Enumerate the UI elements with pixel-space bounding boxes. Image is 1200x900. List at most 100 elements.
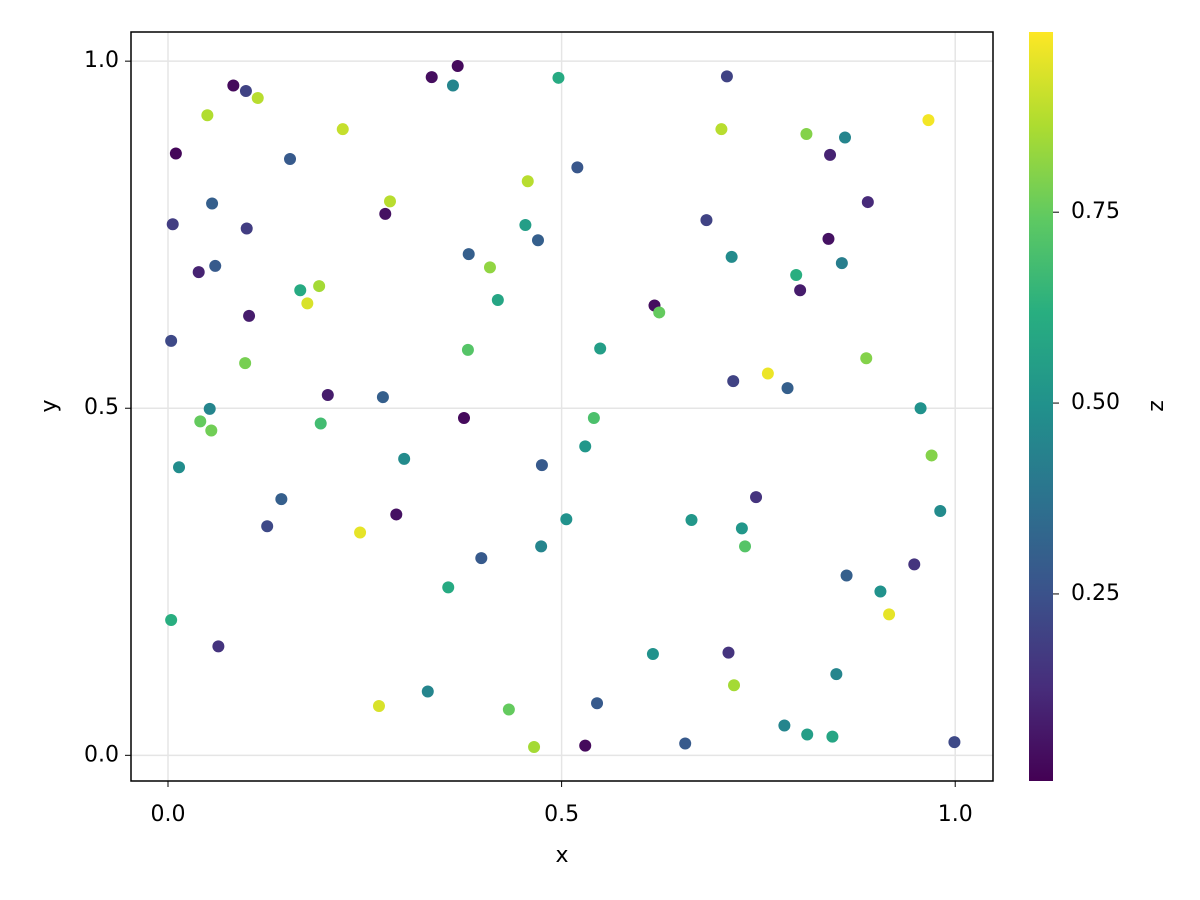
colorbar-tick-label: 0.50 <box>1071 390 1120 415</box>
x-tick-label: 0.0 <box>150 802 185 827</box>
scatter-point <box>778 719 791 732</box>
colorbar-tick-label: 0.75 <box>1071 199 1120 224</box>
scatter-point <box>535 459 548 472</box>
scatter-point <box>502 703 515 716</box>
scatter-point <box>201 109 214 122</box>
scatter-point <box>314 417 327 430</box>
scatter-point <box>560 513 573 526</box>
y-tick-label: 0.5 <box>84 395 119 420</box>
scatter-point <box>239 357 252 370</box>
scatter-point <box>781 382 794 395</box>
scatter-point <box>451 60 464 73</box>
x-axis-label: x <box>555 843 568 868</box>
scatter-point <box>794 284 807 297</box>
y-tick-label: 0.0 <box>84 742 119 767</box>
scatter-point <box>914 402 927 415</box>
scatter-point <box>750 491 763 504</box>
scatter-point <box>728 679 741 692</box>
scatter-point <box>166 218 179 231</box>
scatter-point <box>336 123 349 136</box>
scatter-point <box>275 493 288 506</box>
scatter-point <box>251 91 264 104</box>
scatter-point <box>790 268 803 281</box>
scatter-point <box>700 214 713 227</box>
scatter-point <box>679 737 692 750</box>
scatter-point <box>727 375 740 388</box>
scatter-point <box>839 131 852 144</box>
scatter-point <box>483 261 496 274</box>
scatter-point <box>321 389 334 402</box>
scatter-point <box>761 367 774 380</box>
scatter-point <box>243 309 256 322</box>
scatter-point <box>294 284 307 297</box>
scatter-point <box>227 79 240 92</box>
scatter-point <box>528 740 541 753</box>
scatter-point <box>354 526 367 539</box>
scatter-point <box>372 700 385 713</box>
scatter-point <box>192 266 205 279</box>
scatter-point <box>212 640 225 653</box>
scatter-point <box>835 257 848 270</box>
scatter-point <box>165 613 178 626</box>
scatter-point <box>475 552 488 565</box>
x-tick-label: 1.0 <box>938 802 973 827</box>
scatter-point <box>720 70 733 83</box>
scatter-point <box>194 415 207 428</box>
scatter-point <box>301 297 314 310</box>
scatter-point <box>908 558 921 571</box>
colorbar-tick-label: 0.25 <box>1071 581 1120 606</box>
scatter-point <box>169 147 182 160</box>
scatter-point <box>383 195 396 208</box>
y-axis-label: y <box>37 399 62 412</box>
scatter-point <box>442 581 455 594</box>
scatter-point <box>421 685 434 698</box>
scatter-point <box>205 424 218 437</box>
scatter-point <box>591 697 604 710</box>
x-tick-label: 0.5 <box>544 802 579 827</box>
scatter-point <box>552 71 565 84</box>
colorbar-label: z <box>1144 400 1169 412</box>
scatter-point <box>535 540 548 553</box>
scatter-point <box>531 234 544 247</box>
scatter-point <box>390 508 403 521</box>
scatter-point <box>461 343 474 356</box>
scatter-point <box>826 730 839 743</box>
scatter-point <box>685 513 698 526</box>
scatter-point <box>261 520 274 533</box>
scatter-point <box>800 128 813 141</box>
scatter-point <box>725 250 738 263</box>
scatter-point <box>948 736 961 749</box>
scatter-point <box>173 461 186 474</box>
plot-frame <box>130 31 994 782</box>
scatter-point <box>206 197 219 210</box>
scatter-point <box>922 114 935 127</box>
scatter-point <box>571 161 584 174</box>
scatter-point <box>830 668 843 681</box>
scatter-point <box>722 646 735 659</box>
scatter-point <box>313 280 326 293</box>
scatter-point <box>579 440 592 453</box>
scatter-point <box>594 342 607 355</box>
scatter-point <box>521 175 534 188</box>
scatter-point <box>165 334 178 347</box>
scatter-point <box>462 248 475 261</box>
scatter-point <box>883 608 896 621</box>
scatter-point <box>491 293 504 306</box>
scatter-point <box>861 196 874 209</box>
scatter-point <box>379 207 392 220</box>
scatter-point <box>446 79 459 92</box>
scatter-point <box>934 504 947 517</box>
scatter-point <box>925 449 938 462</box>
scatter-point <box>519 218 532 231</box>
scatter-point <box>824 148 837 161</box>
scatter-point <box>398 452 411 465</box>
scatter-point <box>376 391 389 404</box>
scatter-point <box>240 222 253 235</box>
y-tick-label: 1.0 <box>84 48 119 73</box>
scatter-point <box>587 411 600 424</box>
scatter-point <box>735 522 748 535</box>
scatter-point <box>801 728 814 741</box>
scatter-point <box>739 540 752 553</box>
scatter-point <box>579 739 592 752</box>
